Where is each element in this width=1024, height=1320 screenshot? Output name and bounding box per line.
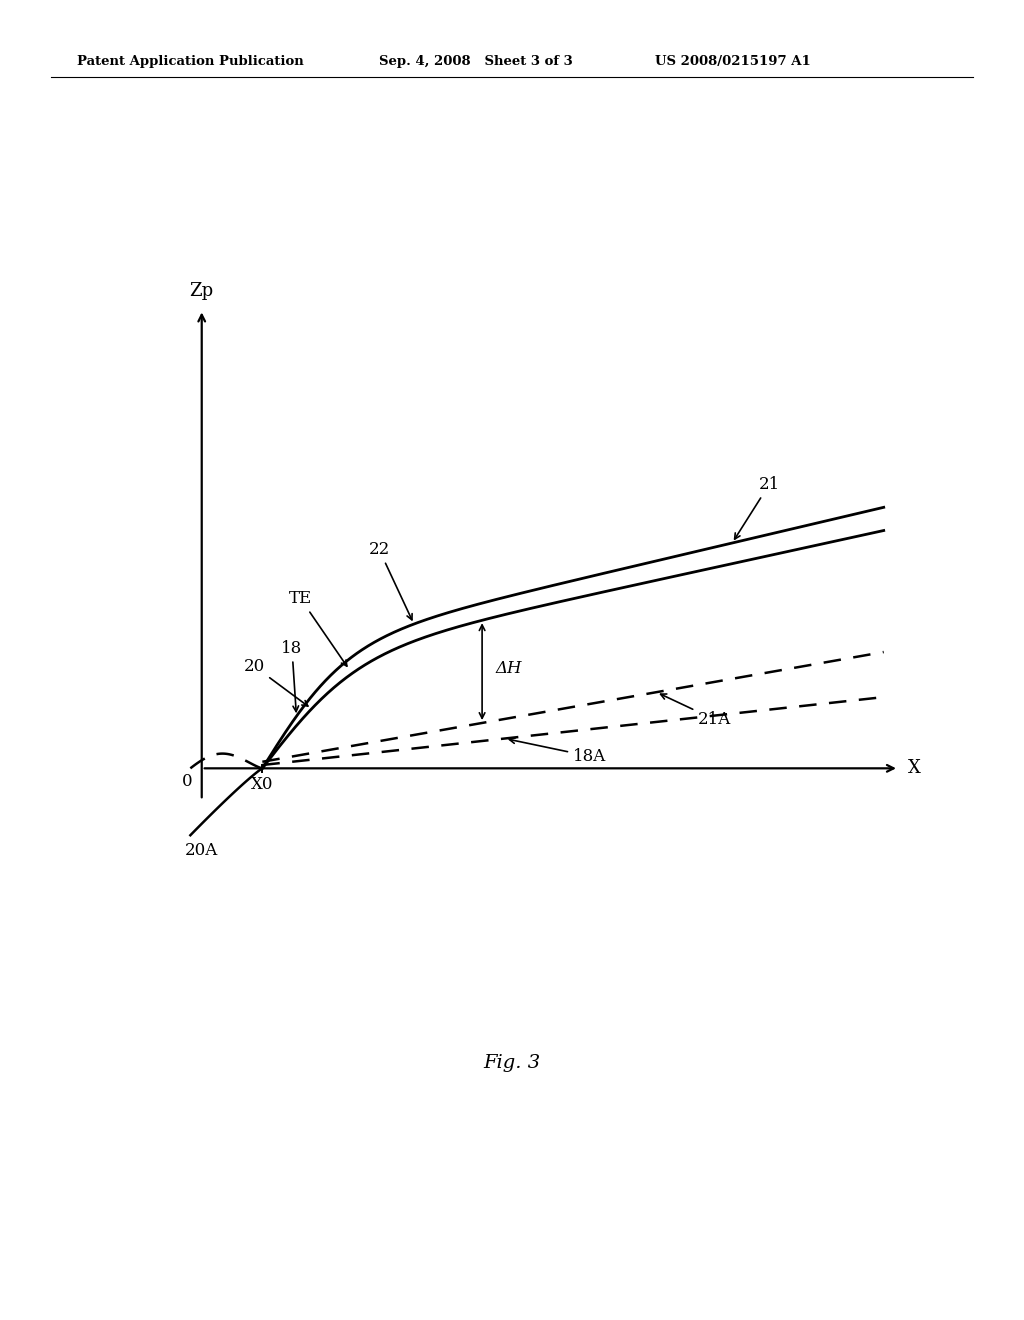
Text: 20A: 20A <box>185 842 218 858</box>
Text: 22: 22 <box>369 541 412 620</box>
Text: Sep. 4, 2008   Sheet 3 of 3: Sep. 4, 2008 Sheet 3 of 3 <box>379 55 572 69</box>
Text: Patent Application Publication: Patent Application Publication <box>77 55 303 69</box>
Text: 21: 21 <box>734 475 780 539</box>
Text: Zp: Zp <box>189 282 214 300</box>
Text: TE: TE <box>289 590 347 667</box>
Text: 18: 18 <box>282 639 302 711</box>
Text: 20: 20 <box>244 657 308 706</box>
Text: US 2008/0215197 A1: US 2008/0215197 A1 <box>655 55 811 69</box>
Text: 21A: 21A <box>660 694 731 729</box>
Text: ΔH: ΔH <box>496 660 522 677</box>
Text: X: X <box>908 759 921 777</box>
Text: 18A: 18A <box>509 738 606 764</box>
Text: Fig. 3: Fig. 3 <box>483 1053 541 1072</box>
Text: X0: X0 <box>251 776 273 793</box>
Text: 0: 0 <box>182 774 193 791</box>
